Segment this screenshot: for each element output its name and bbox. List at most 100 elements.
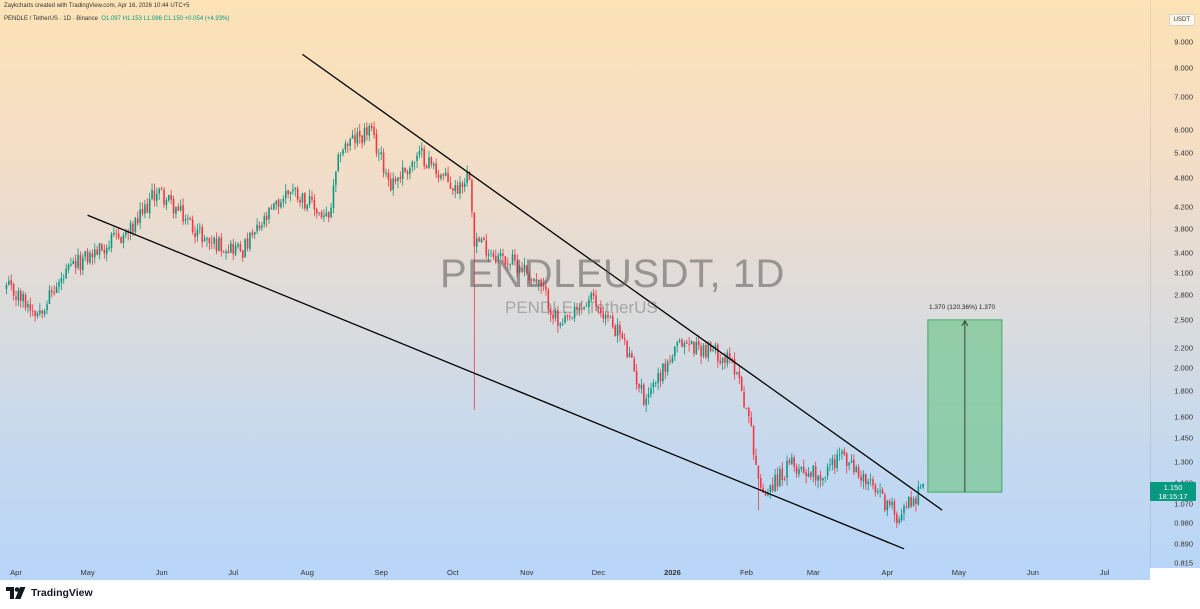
candle-body [674, 346, 676, 357]
x-tick-label: 2026 [664, 568, 681, 577]
currency-badge[interactable]: USDT [1168, 14, 1195, 26]
candle-body [208, 237, 211, 244]
y-tick-label: 1.450 [1174, 433, 1193, 443]
candle-body [327, 212, 330, 218]
candle-body [361, 135, 363, 144]
candle-body [461, 183, 464, 188]
candle-body [907, 496, 910, 508]
candle-body [915, 497, 917, 505]
candle-body [879, 490, 881, 492]
candle-body [614, 326, 616, 337]
last-price: 1.150 [1163, 483, 1183, 492]
candle-body [308, 195, 311, 205]
candle-body [177, 206, 180, 211]
candle-body [292, 189, 294, 192]
candle-body [213, 237, 215, 244]
x-tick-label: Aug [300, 568, 314, 577]
candle-body [277, 199, 280, 207]
candle-body [483, 238, 485, 241]
candle-body [67, 264, 70, 270]
candle-body [781, 468, 784, 480]
candle-body [580, 307, 583, 310]
candle-body [745, 407, 748, 410]
candle-body [554, 310, 557, 319]
candle-body [454, 185, 457, 192]
candle-body [160, 188, 163, 190]
candle-body [884, 494, 886, 511]
candle-body [759, 478, 762, 488]
candle-body [862, 474, 865, 482]
chart-canvas[interactable] [0, 0, 1150, 568]
candle-body [273, 203, 275, 210]
candle-body [654, 382, 657, 384]
candle-body [707, 342, 710, 358]
candle-body [812, 465, 815, 477]
candle-body [175, 207, 177, 214]
candle-body [10, 280, 13, 285]
x-tick-label: May [80, 568, 95, 577]
y-tick-label: 2.500 [1174, 315, 1193, 325]
candle-body [800, 466, 803, 470]
candle-body [201, 227, 203, 243]
candle-body [172, 198, 175, 214]
candle-body [70, 264, 72, 266]
candle-body [903, 506, 905, 514]
candle-body [860, 476, 862, 481]
candle-body [681, 339, 683, 347]
candle-body [270, 208, 273, 209]
candle-body [249, 232, 251, 249]
candle-body [323, 215, 325, 218]
candle-body [86, 251, 89, 263]
candle-body [552, 314, 554, 319]
y-tick-label: 9.000 [1174, 37, 1193, 47]
candle-body [659, 372, 662, 382]
candle-body [619, 325, 621, 335]
candle-body [786, 460, 788, 478]
candle-body [74, 260, 77, 268]
candle-body [165, 199, 168, 206]
candle-body [280, 202, 282, 208]
candle-body [77, 254, 79, 268]
candle-body [452, 188, 454, 191]
candle-body [179, 205, 182, 211]
candle-body [896, 514, 898, 523]
candle-body [230, 243, 232, 253]
y-tick-label: 1.600 [1174, 412, 1193, 422]
candle-body [528, 274, 531, 281]
candle-body [540, 279, 542, 287]
candle-body [449, 183, 452, 189]
candle-body [736, 372, 738, 374]
candle-body [588, 299, 590, 308]
target-arrowhead [961, 320, 969, 327]
candle-body [110, 234, 113, 248]
x-tick-label: Oct [446, 568, 459, 577]
candle-body [401, 167, 404, 179]
candle-body [129, 223, 132, 233]
candle-body [332, 185, 335, 209]
price-scale[interactable]: USDT 9.000 8.000 7.000 6.000 5.400 4.800 4.200… [1150, 0, 1200, 568]
candle-body [222, 252, 225, 253]
x-tick-label: May [951, 568, 966, 577]
candle-body [652, 382, 655, 388]
candle-body [315, 209, 318, 214]
candle-body [762, 487, 764, 493]
candle-body [676, 342, 679, 346]
candle-body [578, 307, 581, 311]
brand-name: TradingView [31, 587, 93, 599]
candle-body [187, 218, 189, 220]
candle-body [313, 200, 316, 210]
candle-body [874, 485, 877, 493]
tradingview-logo[interactable]: TradingView [6, 587, 93, 599]
candle-body [356, 132, 359, 144]
candle-body [84, 251, 87, 257]
candle-body [39, 310, 41, 314]
candle-body [146, 203, 149, 213]
candle-body [15, 296, 17, 300]
candle-body [647, 394, 650, 398]
chart-area[interactable]: Zaykcharts created with TradingView.com,… [0, 0, 1150, 568]
candle-body [337, 154, 340, 171]
candle-body [621, 333, 624, 339]
candle-body [93, 249, 96, 258]
candle-body [740, 377, 743, 391]
time-scale[interactable] [0, 562, 1150, 580]
